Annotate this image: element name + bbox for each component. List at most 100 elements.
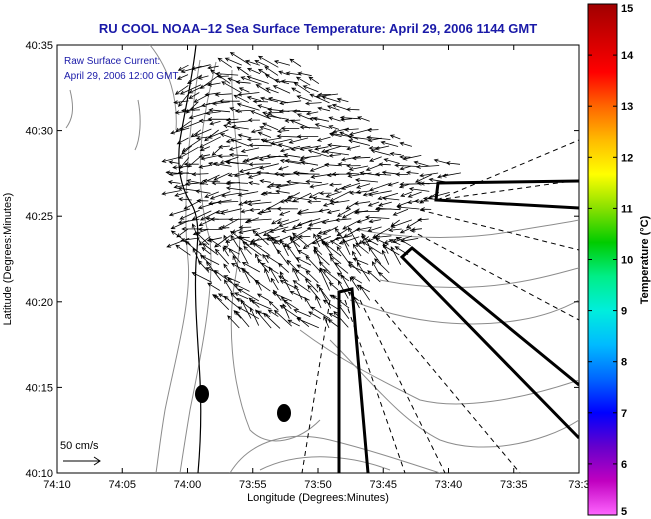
current-vector	[339, 115, 360, 120]
current-vector	[241, 262, 261, 273]
current-vector	[215, 209, 229, 214]
current-vector	[413, 160, 430, 167]
current-vector	[334, 235, 352, 241]
current-vector	[283, 153, 301, 158]
current-vector	[224, 57, 242, 66]
contour-line	[65, 89, 74, 129]
current-vector	[199, 146, 211, 152]
current-vector	[262, 122, 279, 131]
current-vector	[375, 206, 401, 211]
current-vector	[225, 186, 249, 192]
current-vector	[167, 180, 181, 185]
current-vector	[217, 225, 230, 231]
current-vector	[282, 299, 300, 311]
current-vector	[231, 124, 249, 130]
colorbar-tick-label: 7	[621, 408, 627, 420]
current-vector	[259, 163, 279, 170]
current-vector	[246, 137, 260, 142]
current-vector	[390, 219, 412, 228]
contour-line	[259, 456, 391, 471]
current-vector	[208, 161, 220, 167]
current-vector	[305, 255, 321, 273]
current-vector	[267, 110, 282, 115]
current-vector	[381, 249, 390, 265]
current-vector	[396, 201, 409, 207]
current-vector	[248, 297, 260, 308]
current-vector	[173, 183, 191, 189]
current-vector	[297, 250, 309, 257]
current-vector	[220, 208, 242, 215]
x-tick-label: 73:50	[304, 479, 332, 491]
scale-arrow	[63, 456, 101, 466]
current-vector	[387, 181, 399, 187]
current-vector	[247, 201, 272, 207]
current-vector	[250, 299, 272, 310]
current-vector	[275, 182, 300, 189]
current-vector	[209, 121, 221, 126]
current-vector	[223, 124, 240, 130]
current-vector	[277, 262, 290, 273]
current-vector	[299, 145, 321, 151]
current-vector	[368, 219, 382, 224]
current-vector	[364, 215, 390, 220]
annotation-line-1: Raw Surface Current:	[64, 56, 160, 67]
current-vector	[273, 60, 291, 66]
current-vector	[207, 117, 232, 122]
current-vector	[359, 171, 380, 176]
current-vector	[405, 170, 419, 175]
current-vector	[280, 79, 299, 84]
y-axis-ticks: 40:35 40:30 40:25 40:20 40:15 40:10	[25, 40, 579, 480]
current-vector	[276, 219, 290, 225]
current-vector	[356, 261, 371, 282]
current-vector	[238, 166, 262, 174]
current-vector	[173, 100, 189, 105]
current-vector	[378, 271, 389, 282]
x-tick-label: 73:35	[500, 479, 528, 491]
current-vector	[329, 200, 350, 205]
radial-line	[409, 229, 579, 321]
current-vector	[191, 172, 209, 177]
current-vector	[256, 293, 270, 301]
current-vector	[427, 192, 450, 200]
figure-title: RU COOL NOAA–12 Sea Surface Temperature:…	[99, 21, 537, 36]
current-vector	[230, 262, 250, 274]
current-vector	[287, 245, 300, 263]
current-vector	[287, 319, 300, 327]
current-vector	[224, 279, 233, 293]
radial-line	[436, 179, 579, 201]
current-vector	[174, 85, 189, 95]
current-vector	[346, 171, 360, 176]
current-vector	[204, 191, 219, 198]
current-vector	[221, 192, 241, 198]
current-vector	[265, 114, 289, 120]
current-vector	[246, 67, 261, 75]
current-vector	[377, 192, 399, 200]
current-vector	[331, 295, 350, 309]
contour-line	[349, 299, 579, 325]
current-vector	[172, 165, 189, 170]
radar-beam-wedges	[337, 179, 579, 473]
current-vector	[329, 131, 351, 137]
current-vector	[299, 125, 321, 130]
current-vector	[368, 145, 381, 151]
current-vector	[250, 129, 262, 134]
current-vector	[313, 233, 320, 248]
current-vector	[296, 218, 321, 227]
current-vector	[211, 101, 230, 106]
current-vector	[304, 296, 312, 309]
current-vector	[305, 179, 322, 184]
current-vector	[354, 209, 380, 214]
current-vector	[235, 80, 251, 85]
current-vector	[279, 280, 299, 291]
current-vector	[237, 92, 260, 97]
current-vector	[237, 191, 259, 197]
current-vector	[365, 164, 381, 171]
x-axis-label: Longitude (Degrees:Minutes)	[247, 492, 389, 504]
current-vector	[246, 218, 272, 223]
current-vector	[248, 143, 272, 148]
current-vector	[368, 183, 390, 192]
current-vector	[199, 136, 221, 148]
current-vector	[247, 173, 261, 179]
current-vector	[281, 227, 302, 233]
current-vector	[219, 99, 240, 104]
